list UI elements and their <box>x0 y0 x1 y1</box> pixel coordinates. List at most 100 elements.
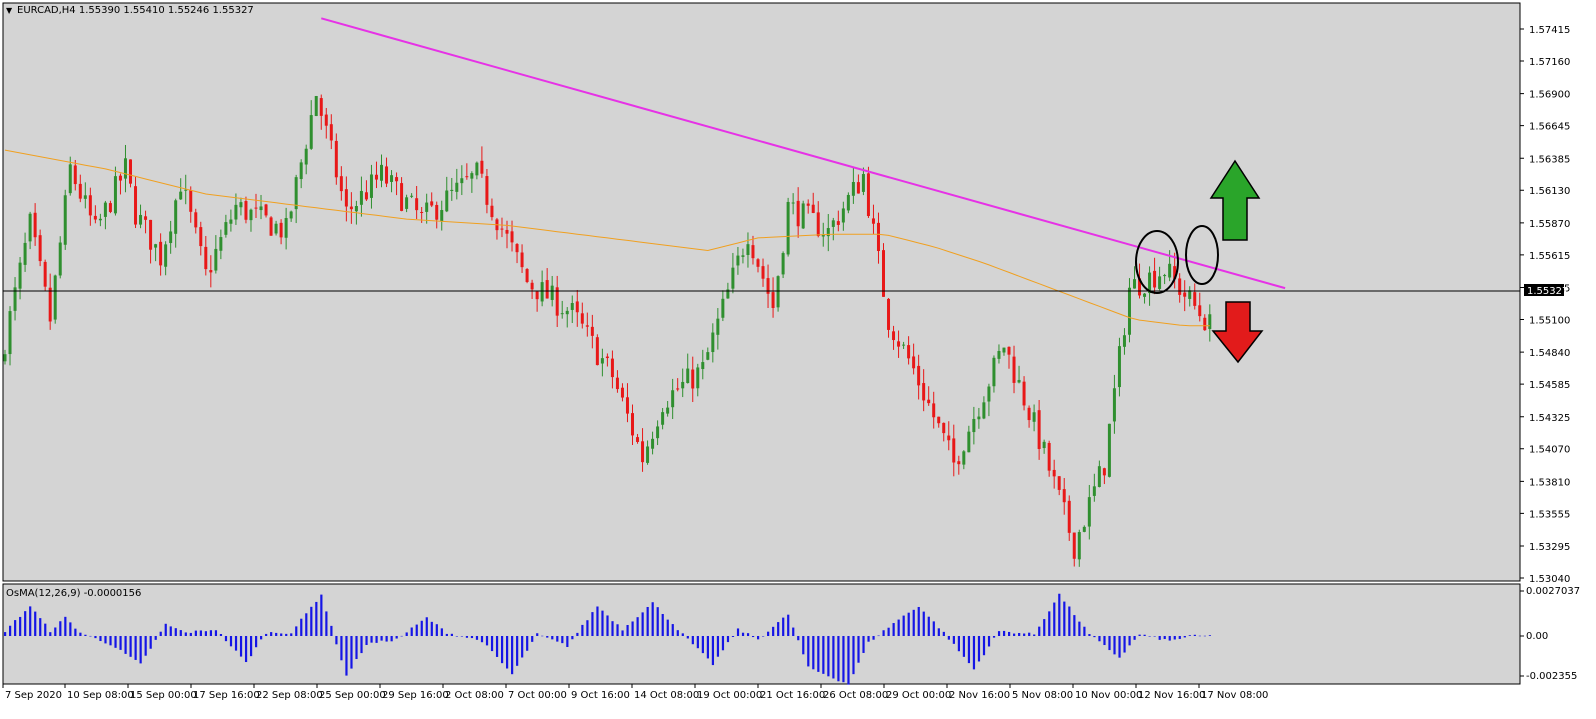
osma-bar <box>556 636 559 642</box>
osma-bar <box>606 615 609 636</box>
osma-bar <box>39 618 42 636</box>
time-axis-tick-label: 21 Oct 16:00 <box>760 690 825 701</box>
osma-bar <box>842 636 845 683</box>
candle <box>545 268 549 299</box>
candle <box>962 450 966 470</box>
highlight-ellipse-1[interactable] <box>1135 230 1179 294</box>
candle <box>846 192 850 214</box>
osma-bar <box>812 636 815 670</box>
osma-bar <box>385 636 388 642</box>
osma-bar <box>1068 606 1071 636</box>
osma-bar <box>656 607 659 636</box>
candle <box>329 114 333 150</box>
candle <box>992 355 996 393</box>
osma-bar <box>94 636 97 639</box>
osma-bar <box>255 636 258 648</box>
osma-bar <box>430 621 433 636</box>
candle <box>1087 484 1091 540</box>
osma-bar <box>179 630 182 636</box>
osma-bar <box>490 636 494 652</box>
osma-bar <box>586 620 589 636</box>
osma-bar <box>782 617 785 636</box>
osma-bar <box>275 632 278 636</box>
osma-bar <box>99 636 102 642</box>
candle <box>164 241 168 276</box>
osma-bar <box>1088 634 1091 636</box>
candle <box>339 166 343 201</box>
candle <box>475 161 479 180</box>
candle <box>319 94 323 130</box>
candle <box>435 201 439 229</box>
symbol-header: EURCAD,H4 1.55390 1.55410 1.55246 1.5532… <box>17 5 254 16</box>
candle <box>681 368 685 398</box>
candle <box>555 275 559 328</box>
osma-bar <box>777 622 780 636</box>
candle <box>344 176 348 222</box>
osma-bar <box>219 634 223 636</box>
candle <box>13 277 17 321</box>
candle <box>530 279 534 300</box>
osma-bar <box>837 636 840 682</box>
candles-layer <box>3 94 1212 567</box>
osma-bar <box>787 614 790 636</box>
candle <box>219 229 223 260</box>
current-price-label-bg <box>1524 284 1564 296</box>
osma-bar <box>204 631 207 636</box>
candle <box>204 235 208 276</box>
candle <box>942 422 946 442</box>
candle <box>781 251 785 279</box>
candle <box>1002 347 1006 356</box>
candle <box>786 197 790 257</box>
osma-bar <box>1002 630 1006 636</box>
candle <box>796 187 800 238</box>
osma-bar <box>350 636 353 669</box>
osma-bar <box>902 615 905 636</box>
candle <box>1072 532 1076 567</box>
highlight-ellipse-2[interactable] <box>1185 225 1219 285</box>
candle <box>902 341 906 349</box>
osma-bar <box>767 631 770 636</box>
osma-bar <box>214 630 218 636</box>
candle <box>1208 304 1212 342</box>
collapse-icon[interactable]: ▼ <box>6 6 13 15</box>
osma-bar <box>455 636 458 637</box>
candle <box>907 336 911 365</box>
arrow-up-icon[interactable] <box>1209 159 1261 241</box>
osma-bar <box>410 627 413 636</box>
osma-axis-tick-min: -0.002355 <box>1526 671 1577 682</box>
osma-bar <box>937 628 940 636</box>
candle <box>736 246 740 275</box>
candle <box>937 416 941 428</box>
osma-bar <box>792 627 795 636</box>
candle <box>214 235 218 274</box>
osma-bar <box>511 636 514 675</box>
candle <box>1112 374 1116 434</box>
candle <box>651 431 655 455</box>
osma-bar <box>862 636 865 653</box>
osma-bar <box>827 636 830 677</box>
trendline[interactable] <box>320 17 1286 290</box>
arrow-down-icon[interactable] <box>1211 301 1264 364</box>
candle <box>1102 467 1106 485</box>
candle <box>324 107 328 139</box>
osma-bar <box>857 636 860 663</box>
candle <box>349 192 353 224</box>
osma-bar <box>746 633 750 636</box>
candle <box>1027 405 1031 428</box>
candle <box>480 146 484 178</box>
osma-bar <box>1048 611 1051 636</box>
osma-bar <box>460 636 464 637</box>
candle <box>405 194 409 213</box>
candle <box>1032 404 1036 432</box>
candle <box>380 154 383 188</box>
candle <box>912 343 916 375</box>
candle <box>826 214 830 252</box>
time-axis-tick-label: 15 Sep 00:00 <box>130 690 197 701</box>
price-axis-tick-label: 1.57160 <box>1529 57 1570 68</box>
candle <box>575 289 579 327</box>
osma-bar <box>681 633 684 636</box>
osma-bar <box>726 636 730 643</box>
candle <box>73 159 77 191</box>
osma-bar <box>400 635 403 637</box>
osma-bar <box>576 632 579 636</box>
